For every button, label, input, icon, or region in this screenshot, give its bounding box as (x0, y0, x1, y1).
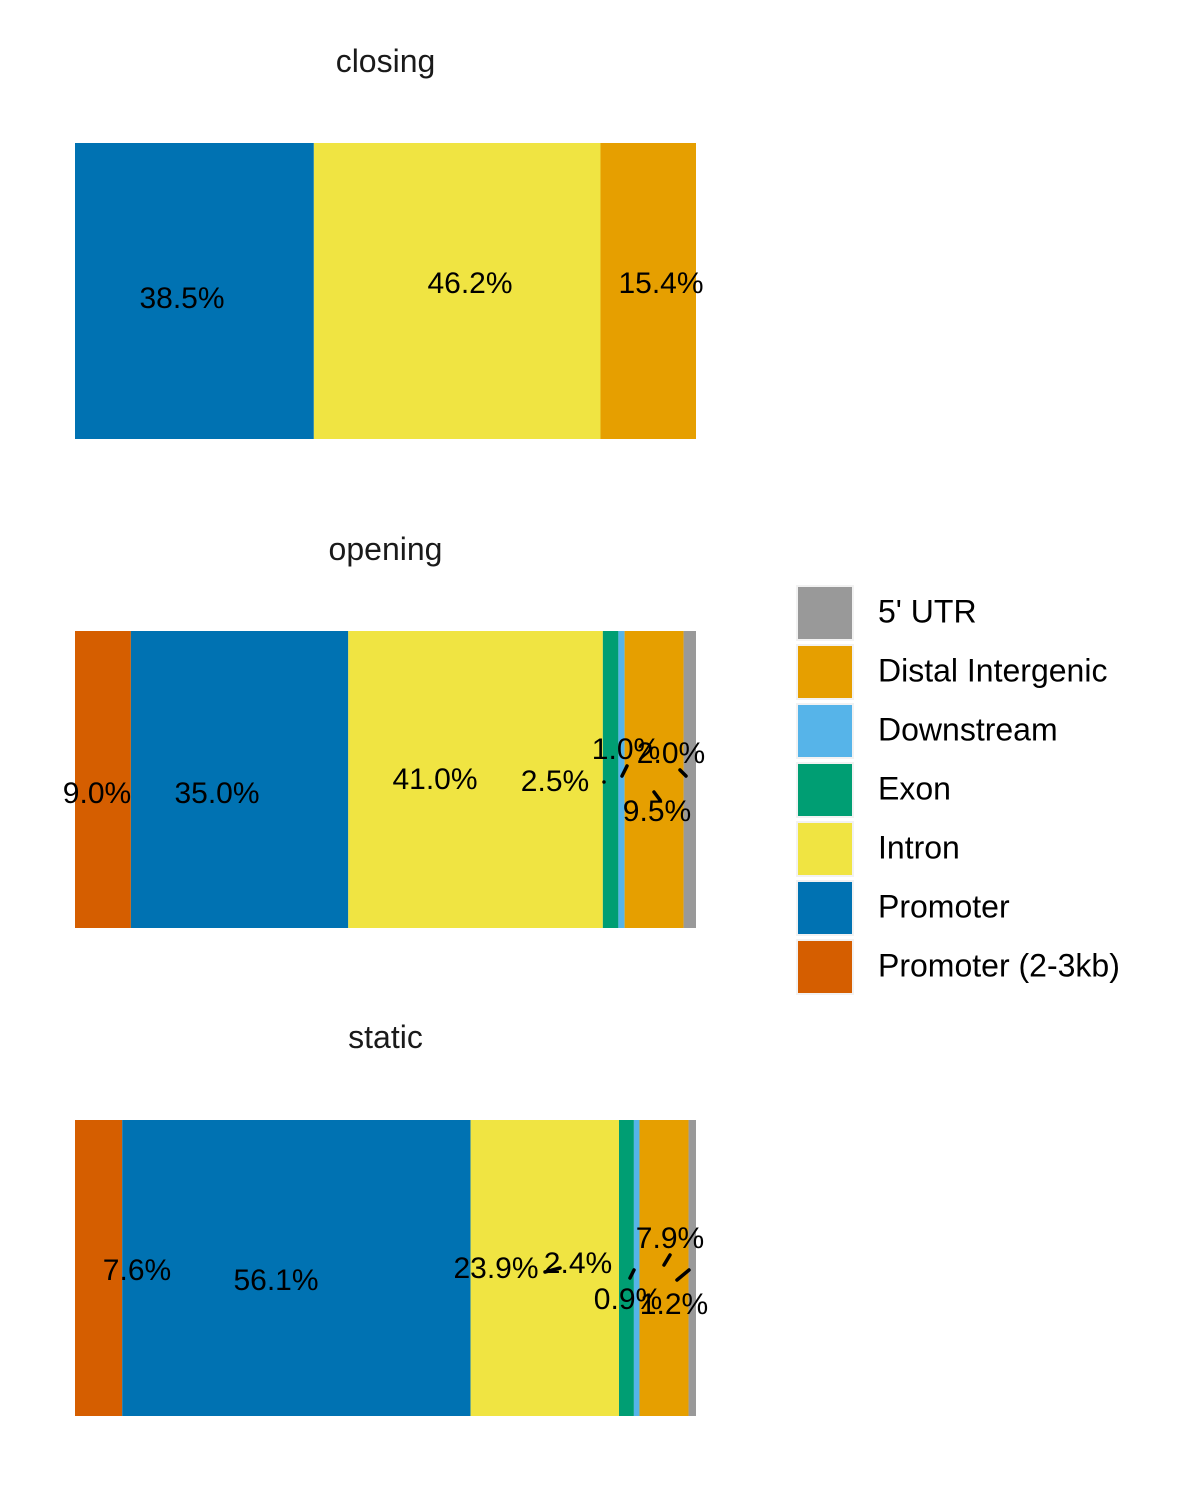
bar-segment-opening-exon (602, 631, 619, 928)
data-label-opening-intron: 41.0% (392, 763, 477, 796)
data-label-opening-5-utr: 2.0% (637, 737, 705, 770)
legend-item-promoter: Promoter (796, 880, 1010, 936)
legend-item-exon: Exon (796, 762, 951, 818)
legend-key-downstream (796, 703, 854, 759)
bar-segment-opening-promoter (130, 631, 349, 928)
legend-item-intron: Intron (796, 821, 960, 877)
legend-item-promoter-2-3kb: Promoter (2-3kb) (796, 939, 1120, 995)
bar-segment-static-5-utr (688, 1120, 696, 1416)
panel-title-static: static (348, 1019, 423, 1055)
legend-key-exon (796, 762, 854, 818)
data-label-opening-distal-intergenic: 9.5% (623, 795, 691, 828)
leader-line-static-exon (543, 1266, 562, 1274)
bar-segment-opening-distal-intergenic (624, 631, 684, 928)
data-label-static-5-utr: 1.2% (640, 1288, 708, 1321)
data-label-static-downstream: 0.9% (594, 1283, 662, 1316)
legend-key-promoter-2-3kb (796, 939, 854, 995)
legend-label-promoter: Promoter (878, 888, 1010, 924)
data-label-opening-promoter: 35.0% (174, 777, 259, 810)
bar-segment-opening-intron (348, 631, 603, 928)
legend-label-exon: Exon (878, 770, 951, 806)
bar-segment-closing-distal-intergenic (600, 143, 696, 439)
leader-line-static-5-utr (675, 1268, 691, 1282)
leader-line-static-downstream (628, 1268, 636, 1280)
leader-line-opening-distal-intergenic (652, 790, 662, 802)
bar-segment-static-exon (619, 1120, 634, 1416)
legend-label-5-utr: 5' UTR (878, 593, 977, 629)
data-label-static-distal-intergenic: 7.9% (636, 1222, 704, 1255)
panel-title-opening: opening (329, 531, 443, 567)
legend-item-downstream: Downstream (796, 703, 1058, 759)
data-label-opening-exon: 2.5% (521, 765, 589, 798)
legend-label-promoter-2-3kb: Promoter (2-3kb) (878, 947, 1120, 983)
legend-item-5-utr: 5' UTR (796, 585, 977, 641)
legend-key-distal-intergenic (796, 644, 854, 700)
data-label-static-exon: 2.4% (544, 1247, 612, 1280)
leader-line-static-distal-intergenic (662, 1253, 672, 1267)
panel-opening: opening 9.0% 35.0% 41.0% 2.5%1.0% 9.5% 2.0% (63, 531, 705, 928)
bar-segment-opening-promoter-2-3kb (75, 631, 131, 928)
data-label-closing-intron: 46.2% (427, 267, 512, 300)
legend-label-downstream: Downstream (878, 711, 1058, 747)
legend-key-5-utr (796, 585, 854, 641)
bar-segment-opening-downstream (618, 631, 625, 928)
legend-item-distal-intergenic: Distal Intergenic (796, 644, 1107, 700)
leader-line-opening-5-utr (678, 768, 688, 778)
bar-segment-static-promoter (122, 1120, 471, 1416)
chart-legend: 5' UTR Distal Intergenic Downstream Exon Int… (796, 585, 1120, 995)
bar-segment-opening-5-utr (683, 631, 696, 928)
panel-static: static 7.6% 56.1% 23.9% 2.4%0.9% 7.9% 1.2% (75, 1019, 708, 1416)
leader-line-opening-downstream (620, 764, 629, 778)
panel-title-closing: closing (336, 43, 436, 79)
bar-segment-closing-intron (313, 143, 601, 439)
data-label-static-intron: 23.9% (453, 1252, 538, 1285)
data-label-closing-distal-intergenic: 15.4% (618, 267, 703, 300)
data-label-static-promoter-2-3kb: 7.6% (103, 1254, 171, 1287)
legend-key-promoter (796, 880, 854, 936)
data-label-static-promoter: 56.1% (233, 1264, 318, 1297)
bar-segment-static-distal-intergenic (639, 1120, 689, 1416)
data-label-opening-promoter-2-3kb: 9.0% (63, 777, 131, 810)
legend-key-intron (796, 821, 854, 877)
bar-segment-static-promoter-2-3kb (75, 1120, 123, 1416)
chart-panels: closing 38.5% 46.2% 15.4% opening 9.0% 35.0% 41… (63, 43, 708, 1416)
bar-segment-closing-promoter (75, 143, 314, 439)
legend-label-intron: Intron (878, 829, 960, 865)
data-label-opening-downstream: 1.0% (592, 733, 660, 766)
bar-segment-static-downstream (633, 1120, 640, 1416)
legend-label-distal-intergenic: Distal Intergenic (878, 652, 1107, 688)
panel-closing: closing 38.5% 46.2% 15.4% (75, 43, 704, 439)
data-label-closing-promoter: 38.5% (139, 282, 224, 315)
bar-segment-static-intron (470, 1120, 619, 1416)
